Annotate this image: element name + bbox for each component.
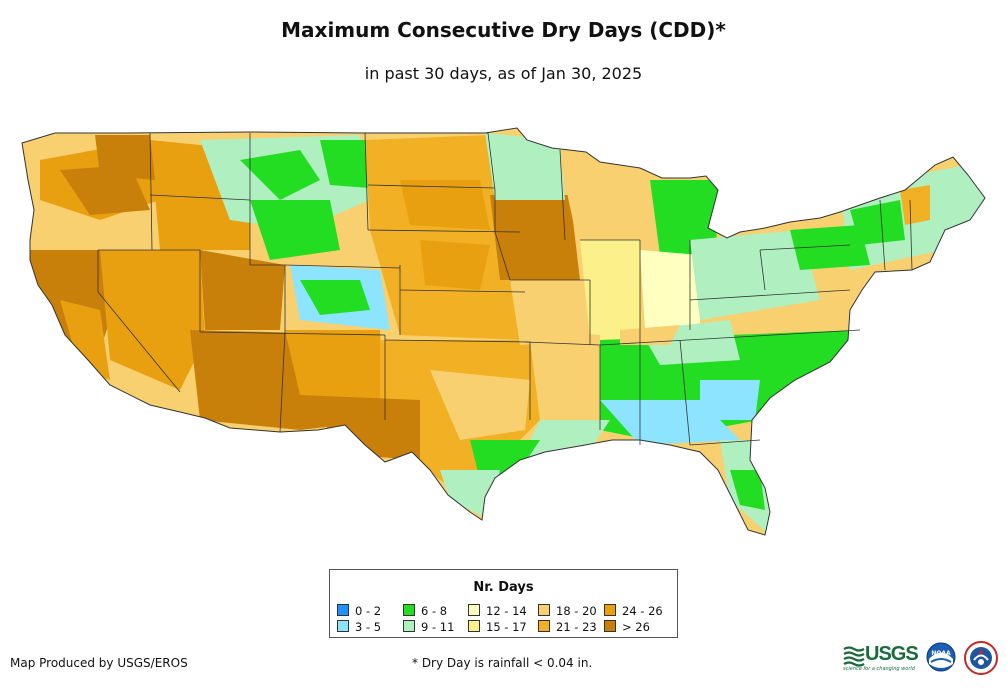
legend-label: 21 - 23 xyxy=(556,620,597,634)
legend-item: 0 - 2 xyxy=(337,604,381,618)
legend-label: 24 - 26 xyxy=(622,604,663,618)
region-utah xyxy=(200,250,285,330)
legend-label: 3 - 5 xyxy=(355,620,382,634)
legend-label: 12 - 14 xyxy=(486,604,527,618)
legend-swatch xyxy=(538,620,550,632)
nws-logo xyxy=(964,641,998,675)
noaa-logo: NOAA xyxy=(926,642,956,672)
legend-item: 18 - 20 xyxy=(538,604,597,618)
legend-label: 6 - 8 xyxy=(421,604,448,618)
noaa-logo-text: NOAA xyxy=(931,650,951,657)
legend-swatch xyxy=(468,620,480,632)
legend-swatch xyxy=(337,620,349,632)
usgs-logo-text: USGS xyxy=(865,643,919,665)
legend-item: 21 - 23 xyxy=(538,620,597,634)
usgs-logo: USGS science for a changing world xyxy=(843,643,919,673)
legend-item: 6 - 8 xyxy=(403,604,447,618)
legend-swatch xyxy=(604,604,616,616)
legend-title: Nr. Days xyxy=(473,580,534,595)
usgs-wave-icon xyxy=(843,646,865,667)
region-minnesota xyxy=(485,133,565,200)
region-illinois xyxy=(580,240,640,340)
legend-swatch xyxy=(604,620,616,632)
credit-text: Map Produced by USGS/EROS xyxy=(10,656,188,670)
legend-item: > 26 xyxy=(604,620,650,634)
legend-label: 9 - 11 xyxy=(421,620,455,634)
legend-label: 18 - 20 xyxy=(556,604,597,618)
legend-label: 15 - 17 xyxy=(486,620,527,634)
legend-item: 3 - 5 xyxy=(337,620,381,634)
cdd-map xyxy=(21,127,986,536)
legend-swatch xyxy=(403,620,415,632)
legend-item: 12 - 14 xyxy=(468,604,527,618)
legend-swatch xyxy=(337,604,349,616)
legend-label: 0 - 2 xyxy=(355,604,382,618)
region-ohio-valley xyxy=(690,230,820,320)
map-title: Maximum Consecutive Dry Days (CDD)* xyxy=(281,18,726,42)
region-nevada-utah xyxy=(100,250,205,390)
legend-swatch xyxy=(468,604,480,616)
map-subtitle: in past 30 days, as of Jan 30, 2025 xyxy=(364,64,643,83)
legend-item: 24 - 26 xyxy=(604,604,663,618)
legend-label: > 26 xyxy=(622,620,650,634)
state-borders xyxy=(21,127,986,536)
usgs-tagline: science for a changing world xyxy=(843,666,915,672)
legend: Nr. Days 0 - 2 3 - 5 6 - 8 9 - 11 12 - 14 15 … xyxy=(329,569,678,638)
legend-swatch xyxy=(403,604,415,616)
footnote-text: * Dry Day is rainfall < 0.04 in. xyxy=(412,656,593,670)
legend-item: 15 - 17 xyxy=(468,620,527,634)
legend-swatch xyxy=(538,604,550,616)
legend-item: 9 - 11 xyxy=(403,620,454,634)
